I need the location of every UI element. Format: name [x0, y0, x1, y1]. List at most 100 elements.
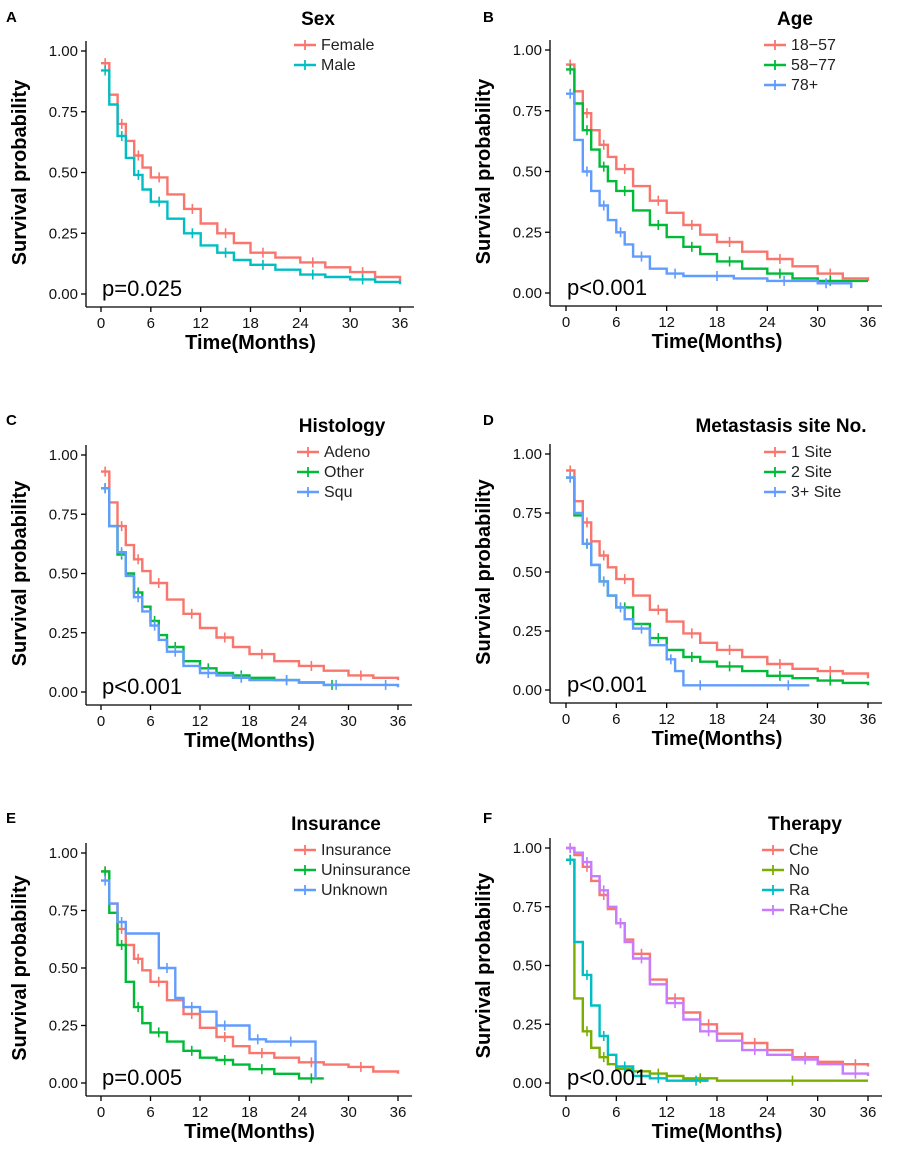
y-tick-label: 0.50	[49, 566, 78, 583]
panel-C: C 0.00 0.25 0.50 0.75 1.00 0 6 12 18 24 30 36 Time(Mo…	[6, 412, 412, 752]
p-value: p<0.001	[567, 275, 647, 300]
y-tick-label: 0.75	[49, 104, 78, 121]
y-axis-label: Survival probability	[9, 79, 31, 265]
y-tick-label: 1.00	[513, 42, 542, 59]
legend-label: 58−77	[791, 57, 836, 74]
y-tick-label: 0.25	[513, 623, 542, 640]
y-tick-label: 0.25	[49, 1018, 78, 1035]
x-axis-label: Time(Months)	[185, 332, 316, 354]
x-axis-label: Time(Months)	[184, 1121, 315, 1143]
x-axis-label: Time(Months)	[652, 1121, 783, 1143]
legend-label: Adeno	[324, 444, 370, 461]
panel-letter: C	[6, 412, 17, 429]
x-axis-label: Time(Months)	[652, 728, 783, 750]
panel-letter: B	[483, 9, 494, 26]
panel-letter: D	[483, 412, 494, 429]
y-tick-label: 1.00	[49, 447, 78, 464]
legend-label: 2 Site	[791, 464, 832, 481]
survival-curve-1 Site	[566, 469, 870, 679]
survival-curve-3+ Site	[566, 476, 810, 687]
panel-F: F 0.00 0.25 0.50 0.75 1.00 0 6 12 18 24 30 36 Time(Mo…	[473, 810, 882, 1143]
x-tick-label: 18	[241, 1104, 258, 1121]
x-tick-label: 6	[147, 315, 155, 332]
y-axis-label: Survival probability	[9, 874, 31, 1060]
x-tick-label: 6	[612, 314, 620, 331]
legend-title: Age	[777, 9, 813, 30]
survival-curve-Male	[101, 69, 402, 285]
panel-B: B 0.00 0.25 0.50 0.75 1.00 0 6 12 18 24 30 36 Time(Mo…	[473, 9, 882, 353]
y-tick-label: 0.50	[49, 165, 78, 182]
legend-label: Ra	[789, 882, 810, 899]
panel-D: D 0.00 0.25 0.50 0.75 1.00 0 6 12 18 24 30 36 Time(Mo…	[473, 412, 882, 750]
survival-curve-2 Site	[566, 476, 870, 686]
p-value: p<0.001	[567, 1065, 647, 1090]
legend-label: Squ	[324, 484, 352, 501]
y-tick-label: 0.50	[49, 960, 78, 977]
legend-label: Female	[321, 37, 374, 54]
legend-label: Male	[321, 57, 356, 74]
x-tick-label: 12	[658, 314, 675, 331]
x-tick-label: 24	[759, 314, 776, 331]
p-value: p=0.005	[102, 1065, 182, 1090]
x-tick-label: 18	[709, 711, 726, 728]
legend-title: Sex	[301, 9, 335, 30]
x-tick-label: 30	[809, 314, 826, 331]
x-tick-label: 24	[291, 1104, 308, 1121]
x-axis-label: Time(Months)	[652, 331, 783, 353]
y-axis-label: Survival probability	[9, 480, 31, 666]
y-tick-label: 0.75	[513, 505, 542, 522]
y-tick-label: 0.00	[513, 1075, 542, 1092]
x-tick-label: 18	[242, 315, 259, 332]
x-tick-label: 30	[340, 713, 357, 730]
legend-label: Insurance	[321, 842, 391, 859]
legend-label: Uninsurance	[321, 862, 411, 879]
survival-curve-78+	[566, 92, 853, 289]
p-value: p<0.001	[102, 674, 182, 699]
y-tick-label: 0.25	[49, 625, 78, 642]
legend-label: Ra+Che	[789, 902, 848, 919]
x-tick-label: 18	[241, 713, 258, 730]
legend-label: 3+ Site	[791, 484, 841, 501]
x-tick-label: 0	[562, 711, 570, 728]
y-axis-label: Survival probability	[473, 78, 495, 264]
legend-title: Metastasis site No.	[695, 416, 866, 437]
y-tick-label: 0.75	[49, 506, 78, 523]
x-tick-label: 30	[342, 315, 359, 332]
survival-curve-58−77	[566, 68, 868, 283]
x-tick-label: 0	[97, 315, 105, 332]
y-tick-label: 0.25	[513, 1016, 542, 1033]
y-tick-label: 0.00	[49, 684, 78, 701]
x-tick-label: 36	[860, 1104, 877, 1121]
legend-label: No	[789, 862, 810, 879]
survival-curve-Other	[101, 487, 341, 687]
legend-label: Che	[789, 842, 818, 859]
survival-curve-Ra	[566, 858, 709, 1082]
x-tick-label: 12	[192, 315, 209, 332]
legend-label: 1 Site	[791, 444, 832, 461]
y-tick-label: 0.25	[49, 225, 78, 242]
x-tick-label: 30	[340, 1104, 357, 1121]
x-tick-label: 12	[192, 713, 209, 730]
x-tick-label: 12	[192, 1104, 209, 1121]
survival-curve-Squ	[101, 487, 400, 688]
x-tick-label: 0	[97, 713, 105, 730]
legend-label: Other	[324, 464, 365, 481]
survival-curve-Uninsurance	[101, 870, 324, 1080]
y-tick-label: 1.00	[49, 43, 78, 60]
x-tick-label: 24	[292, 315, 309, 332]
legend-label: 78+	[791, 77, 818, 94]
y-tick-label: 0.75	[513, 103, 542, 120]
x-tick-label: 6	[612, 711, 620, 728]
y-tick-label: 1.00	[513, 446, 542, 463]
y-axis-label: Survival probability	[473, 872, 495, 1058]
x-tick-label: 6	[146, 713, 154, 730]
x-tick-label: 6	[612, 1104, 620, 1121]
x-tick-label: 12	[658, 711, 675, 728]
x-tick-label: 0	[562, 314, 570, 331]
x-tick-label: 0	[562, 1104, 570, 1121]
x-tick-label: 24	[759, 711, 776, 728]
legend-title: Therapy	[768, 814, 842, 835]
legend-title: Insurance	[291, 814, 381, 835]
y-tick-label: 1.00	[513, 840, 542, 857]
